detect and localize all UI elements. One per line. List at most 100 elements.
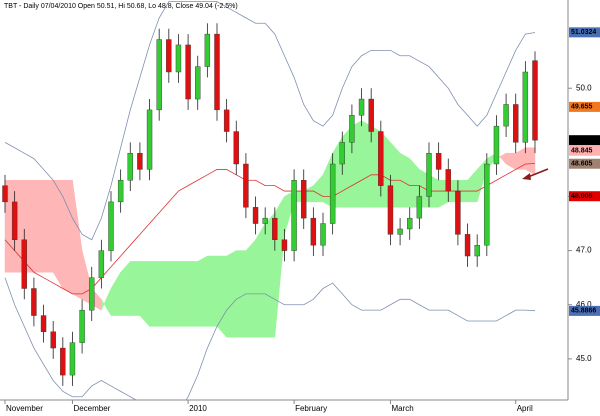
candle-body: [98, 250, 105, 278]
candle-body: [513, 104, 519, 143]
y-tick-label: 47.0: [576, 246, 592, 255]
cloud-segment: [313, 174, 324, 203]
candle-body: [339, 142, 345, 165]
candle-body: [272, 217, 278, 240]
candle-body: [301, 180, 307, 219]
plot-area: [2, 1, 538, 400]
x-tick-label: November: [6, 404, 43, 413]
cloud-segment: [255, 222, 266, 338]
candle-body: [474, 244, 480, 257]
candle-body: [223, 109, 230, 132]
candle-body: [146, 109, 153, 170]
candle-body: [407, 217, 413, 230]
cloud-segment: [43, 179, 54, 273]
cloud-segment: [361, 120, 372, 208]
candle-body: [397, 228, 403, 235]
cloud-segment: [33, 179, 44, 273]
candle-body: [243, 163, 249, 208]
x-tick-label: April: [517, 404, 533, 413]
candle-body: [108, 201, 114, 251]
cloud-segment: [178, 261, 189, 327]
cloud-segment: [187, 261, 198, 327]
cloud-segment: [62, 179, 73, 295]
cloud-segment: [130, 261, 141, 316]
price-label: 51.0324: [571, 29, 596, 36]
cloud-segment: [139, 261, 150, 328]
annotation-arrow: [522, 168, 549, 180]
cloud-segment: [245, 239, 256, 338]
candle-body: [426, 152, 432, 197]
cloud-segment: [525, 147, 536, 176]
candle-body: [156, 39, 162, 111]
candle-body: [484, 163, 490, 246]
price-label-box: [569, 305, 600, 316]
candle-body: [358, 98, 365, 116]
y-tick-label: 46.0: [576, 300, 592, 309]
candle-body: [503, 104, 509, 127]
cloud-segment: [467, 168, 478, 203]
candle-body: [262, 217, 268, 224]
cloud-segment: [207, 255, 218, 327]
cloud-segment: [515, 147, 526, 170]
candle-body: [416, 196, 423, 219]
candle-body: [378, 131, 384, 186]
price-label-box: [569, 145, 600, 156]
candle-body: [349, 115, 355, 143]
x-tick-label: 2010: [189, 404, 207, 413]
candle-body: [464, 234, 471, 257]
candle-body: [137, 152, 143, 170]
candle-body: [291, 180, 297, 251]
candle-body: [60, 347, 66, 376]
cloud-segment: [101, 288, 112, 317]
candle-body: [252, 207, 259, 224]
price-label-box: [569, 27, 600, 38]
price-label: 45.8866: [571, 308, 596, 315]
candle-body: [455, 190, 461, 235]
candle-body: [31, 288, 37, 316]
candle-body: [175, 44, 182, 73]
cloud-segment: [274, 195, 285, 338]
price-label-box: [569, 158, 600, 169]
candle-body: [79, 309, 85, 343]
x-tick-label: March: [391, 404, 413, 413]
cloud-segment: [158, 261, 170, 327]
candle-body: [69, 342, 76, 376]
candle-body: [445, 169, 451, 192]
cloud-segment: [149, 261, 160, 327]
price-label: 49.655: [571, 104, 593, 111]
candle-body: [195, 66, 201, 100]
price-label: 49.04: [571, 137, 589, 144]
candle-body: [435, 152, 442, 170]
candle-body: [233, 131, 239, 165]
indicator-line: [4, 1, 536, 241]
candle-body: [329, 163, 336, 224]
candle-body: [204, 33, 211, 67]
price-label-box: [569, 101, 600, 112]
candle-body: [117, 180, 124, 203]
indicator-line: [4, 277, 536, 400]
price-label: 48.605: [571, 161, 593, 168]
candle-body: [310, 217, 317, 246]
candle-body: [320, 223, 326, 246]
cloud-segment: [236, 250, 247, 338]
candle-body: [89, 277, 95, 311]
price-label: 48.005: [571, 193, 593, 200]
candle-body: [387, 185, 394, 235]
cloud-segment: [72, 180, 83, 300]
candle-body: [368, 98, 374, 132]
cloud-segment: [120, 260, 131, 316]
chart-title: TBT - Daily 07/04/2010 Open 50.51, Hi 50…: [4, 3, 238, 10]
y-tick-label: 45.0: [576, 354, 592, 363]
candle-body: [2, 185, 8, 203]
price-label-box: [569, 135, 600, 146]
candle-body: [11, 201, 18, 240]
y-tick-label: 50.0: [576, 83, 592, 92]
cloud-segment: [110, 271, 121, 316]
x-tick-label: February: [295, 404, 327, 413]
x-tick-label: December: [73, 404, 110, 413]
price-label-box: [569, 191, 600, 202]
cloud-segment: [216, 255, 227, 338]
cloud-segment: [505, 152, 516, 170]
candle-body: [493, 125, 500, 165]
candle-body: [21, 239, 27, 289]
